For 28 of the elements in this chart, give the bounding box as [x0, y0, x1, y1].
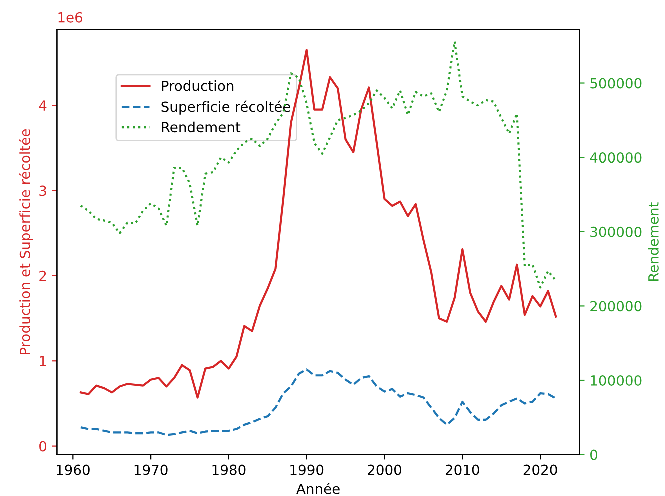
- y-tick-label: 3: [40, 186, 46, 196]
- y-tick-label: 4: [39, 100, 47, 111]
- x-tick-label: 1990: [290, 464, 324, 476]
- y2-axis-title: Rendement: [648, 202, 659, 281]
- y2-tick-label: 200000: [590, 301, 642, 312]
- y-tick-label: 2: [40, 270, 46, 282]
- line-series: [80, 40, 558, 289]
- y-tick-label: 1: [40, 356, 46, 366]
- line-series: [80, 49, 558, 399]
- y2-tick-label: 300000: [590, 226, 642, 238]
- legend-label: Production: [162, 80, 234, 92]
- y-axis-title: Production et Superficie récoltée: [19, 130, 34, 354]
- x-tick-label: 2010: [446, 464, 480, 476]
- y-tick-label: 0: [40, 441, 47, 452]
- x-tick-label: 1980: [212, 464, 246, 476]
- x-tick-label: 2000: [368, 464, 402, 476]
- y2-tick-label: 0: [590, 450, 598, 460]
- x-tick-label: 1970: [134, 464, 168, 476]
- x-axis-title: Année: [296, 482, 340, 494]
- legend-label: Superficie récoltée: [162, 100, 290, 115]
- x-tick-label: 1960: [57, 464, 90, 476]
- y2-tick-label: 100000: [591, 375, 642, 386]
- legend-label: Rendement: [162, 122, 241, 133]
- y2-tick-label: 500000: [590, 78, 642, 89]
- line-series: [80, 368, 558, 436]
- text: 1e6: [58, 12, 83, 23]
- x-tick-label: 2020: [524, 464, 558, 476]
- y2-tick-label: 400000: [590, 152, 642, 164]
